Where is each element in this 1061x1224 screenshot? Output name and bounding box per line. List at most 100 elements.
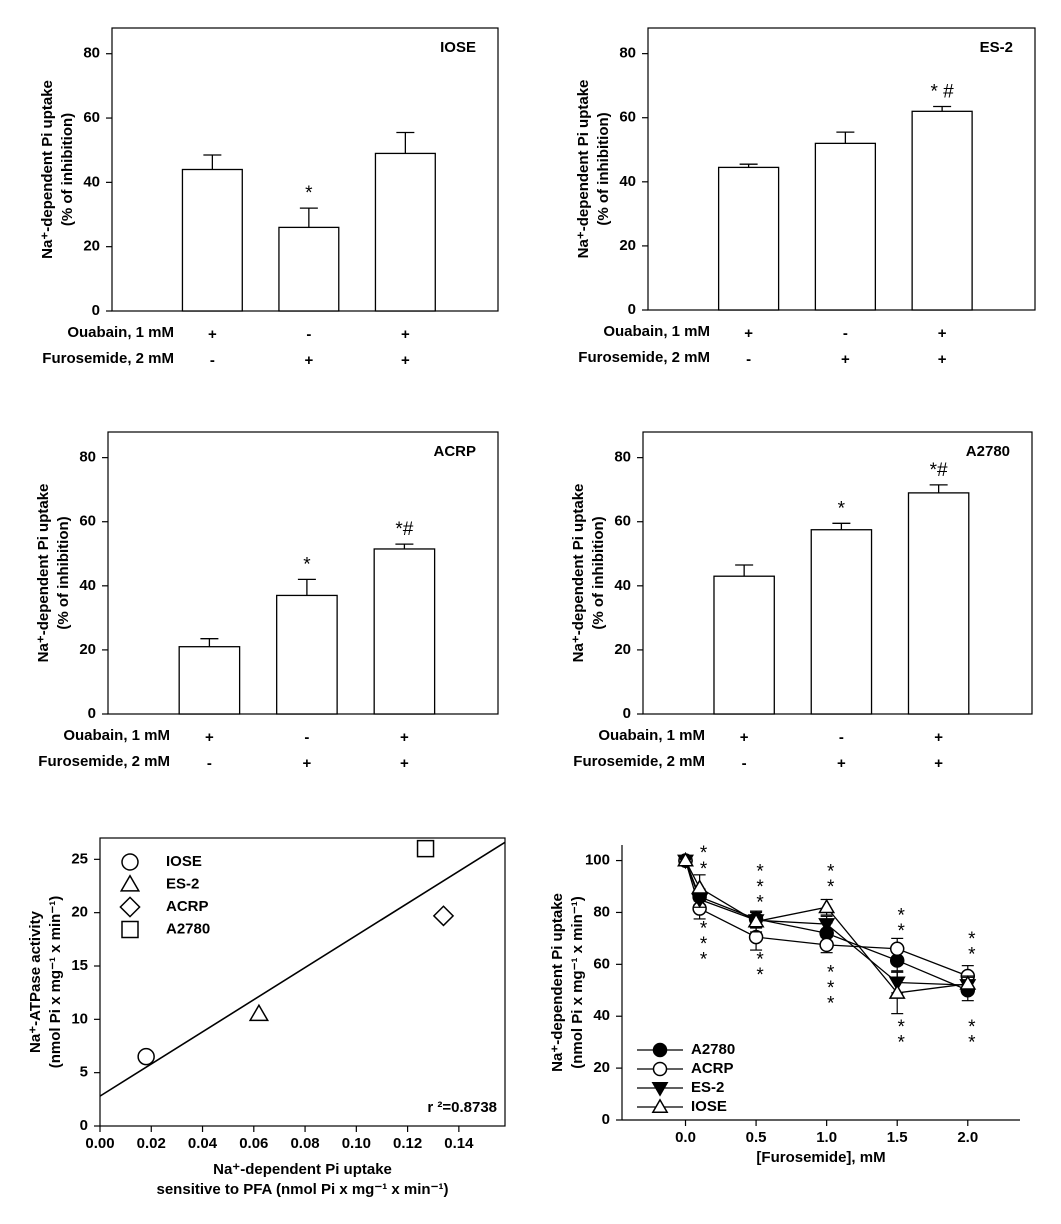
bar bbox=[373, 548, 436, 715]
y-tick-label: 20 bbox=[593, 1059, 610, 1076]
condition-sign: - bbox=[843, 325, 848, 342]
bar bbox=[911, 110, 973, 311]
condition-sign: + bbox=[938, 325, 947, 342]
condition-label: Ouabain, 1 mM bbox=[598, 727, 705, 744]
y-tick-label: 5 bbox=[80, 1064, 88, 1081]
x-tick-label: 1.0 bbox=[816, 1129, 837, 1146]
x-tick-label: 0.00 bbox=[85, 1135, 114, 1152]
x-tick-label: 2.0 bbox=[957, 1129, 978, 1146]
y-tick-label: 15 bbox=[71, 957, 88, 974]
condition-sign: + bbox=[400, 755, 409, 772]
significance-label: * bbox=[700, 934, 708, 955]
condition-sign: + bbox=[304, 352, 313, 369]
condition-sign: - bbox=[839, 729, 844, 746]
bar bbox=[907, 492, 970, 715]
condition-sign: + bbox=[934, 755, 943, 772]
condition-sign: - bbox=[304, 729, 309, 746]
marker bbox=[248, 1003, 270, 1022]
significance-label: * bbox=[838, 498, 846, 519]
marker bbox=[416, 839, 435, 858]
significance-label: * bbox=[827, 861, 835, 882]
marker bbox=[888, 984, 906, 999]
panel-title: ACRP bbox=[433, 443, 476, 460]
y-axis-label: (% of inhibition) bbox=[590, 516, 607, 629]
r-squared-label: r ²=0.8738 bbox=[427, 1099, 497, 1116]
x-tick-label: 0.06 bbox=[239, 1135, 268, 1152]
legend-label: ES-2 bbox=[691, 1079, 724, 1096]
y-tick-label: 0 bbox=[88, 705, 96, 722]
significance-label: * bbox=[898, 1017, 906, 1038]
marker bbox=[748, 929, 764, 945]
condition-sign: + bbox=[208, 326, 217, 343]
legend-marker bbox=[121, 853, 139, 871]
x-tick-label: 0.02 bbox=[137, 1135, 166, 1152]
condition-label: Furosemide, 2 mM bbox=[42, 350, 174, 367]
significance-label: *# bbox=[395, 519, 413, 540]
x-tick-label: 0.0 bbox=[675, 1129, 696, 1146]
bar bbox=[374, 152, 436, 312]
bar bbox=[181, 168, 243, 312]
y-tick-label: 60 bbox=[619, 109, 636, 126]
y-tick-label: 10 bbox=[71, 1010, 88, 1027]
condition-label: Ouabain, 1 mM bbox=[67, 324, 174, 341]
y-tick-label: 40 bbox=[614, 577, 631, 594]
significance-label: * bbox=[756, 877, 764, 898]
bar bbox=[814, 142, 877, 311]
condition-sign: + bbox=[205, 729, 214, 746]
significance-label: * bbox=[756, 892, 764, 913]
legend-marker bbox=[652, 1061, 668, 1077]
condition-sign: + bbox=[303, 755, 312, 772]
y-tick-label: 20 bbox=[79, 641, 96, 658]
condition-label: Ouabain, 1 mM bbox=[63, 727, 170, 744]
marker bbox=[137, 1047, 155, 1066]
significance-label: * bbox=[968, 929, 976, 950]
bar bbox=[178, 646, 241, 715]
marker bbox=[819, 937, 834, 953]
y-tick-label: 80 bbox=[83, 45, 100, 62]
significance-label: * bbox=[898, 905, 906, 926]
y-tick-label: 60 bbox=[614, 513, 631, 530]
legend-label: ACRP bbox=[691, 1060, 734, 1077]
y-tick-label: 80 bbox=[593, 903, 610, 920]
panel: 0 5 10 15 20 25 0.00 0.02 0.04 0.06 0.08 0.10 0.12 0.… bbox=[27, 837, 506, 1198]
marker bbox=[677, 851, 694, 867]
bar bbox=[276, 594, 338, 715]
condition-label: Furosemide, 2 mM bbox=[573, 753, 705, 770]
significance-label: * bbox=[305, 183, 313, 204]
condition-sign: + bbox=[744, 325, 753, 342]
y-axis-label: Na⁺-dependent Pi uptake bbox=[570, 484, 587, 663]
condition-sign: - bbox=[207, 755, 212, 772]
significance-label: * bbox=[827, 978, 835, 999]
y-tick-label: 0 bbox=[92, 302, 100, 319]
legend-label: ES-2 bbox=[166, 875, 199, 892]
panel: 0 20 40 60 80 Na⁺-dependent Pi uptake (% of in… bbox=[575, 27, 1036, 368]
panel-title: A2780 bbox=[966, 443, 1010, 460]
y-tick-label: 60 bbox=[79, 513, 96, 530]
significance-label: * bbox=[827, 994, 835, 1015]
legend-label: IOSE bbox=[166, 853, 202, 870]
y-axis-label: (% of inhibition) bbox=[59, 113, 76, 226]
condition-sign: + bbox=[401, 326, 410, 343]
significance-label: * bbox=[898, 1033, 906, 1054]
significance-label: * bbox=[756, 965, 764, 986]
y-axis-label: Na⁺-ATPase activity bbox=[27, 910, 44, 1053]
legend-marker bbox=[119, 874, 141, 892]
marker bbox=[747, 912, 765, 928]
y-tick-label: 20 bbox=[614, 641, 631, 658]
legend-label: A2780 bbox=[691, 1041, 735, 1058]
panel: 0 20 40 60 80 Na⁺-dependent Pi uptake (% of in… bbox=[570, 431, 1033, 772]
y-axis-label: Na⁺-dependent Pi uptake bbox=[549, 893, 566, 1072]
y-tick-label: 40 bbox=[619, 173, 636, 190]
x-tick-label: 0.04 bbox=[188, 1135, 218, 1152]
condition-sign: + bbox=[934, 729, 943, 746]
y-tick-label: 80 bbox=[614, 449, 631, 466]
x-tick-label: 0.12 bbox=[393, 1135, 422, 1152]
y-tick-label: 60 bbox=[593, 955, 610, 972]
significance-label: * bbox=[827, 963, 835, 984]
significance-label: * bbox=[700, 950, 708, 971]
x-tick-label: 1.5 bbox=[887, 1129, 908, 1146]
y-tick-label: 0 bbox=[80, 1117, 88, 1134]
y-tick-label: 0 bbox=[623, 705, 631, 722]
y-tick-label: 40 bbox=[83, 173, 100, 190]
significance-label: * bbox=[700, 859, 708, 880]
